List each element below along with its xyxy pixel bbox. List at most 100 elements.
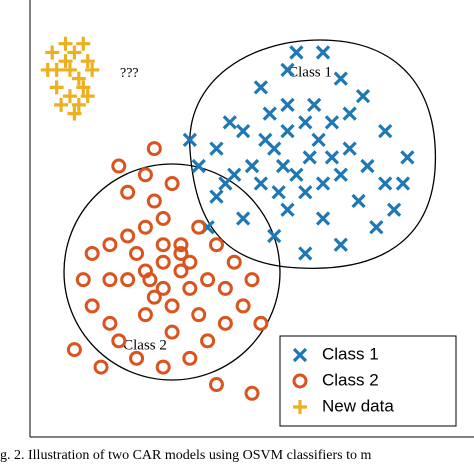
point — [191, 158, 206, 174]
point — [262, 106, 277, 121]
point — [120, 272, 136, 288]
point — [360, 158, 375, 174]
point — [173, 263, 189, 279]
point — [71, 71, 86, 86]
point — [342, 106, 357, 121]
annotation: ??? — [120, 66, 139, 81]
point — [333, 71, 348, 86]
point — [208, 377, 224, 393]
point — [378, 176, 393, 191]
point — [155, 359, 171, 375]
legend-marker — [293, 400, 307, 414]
point — [222, 115, 237, 130]
point — [315, 176, 331, 191]
point — [342, 141, 357, 156]
point — [386, 202, 402, 217]
point — [191, 219, 207, 235]
point — [146, 193, 162, 209]
point — [129, 350, 145, 366]
annotation: Class 1 — [288, 64, 332, 80]
point — [209, 141, 224, 156]
point — [164, 176, 180, 192]
point — [85, 62, 100, 77]
point — [71, 97, 86, 112]
point — [315, 45, 331, 60]
legend-marker — [292, 373, 308, 389]
point — [315, 211, 331, 226]
point — [155, 280, 171, 296]
point — [80, 54, 95, 69]
annotation: Class 2 — [123, 337, 167, 353]
point — [84, 298, 100, 314]
legend — [279, 335, 457, 427]
point — [209, 189, 224, 204]
point — [280, 97, 295, 113]
point — [298, 246, 313, 261]
point — [129, 245, 145, 261]
point — [351, 193, 366, 209]
point — [298, 185, 313, 200]
point — [93, 359, 109, 375]
point — [200, 272, 216, 288]
point — [120, 228, 136, 244]
point — [271, 185, 286, 200]
point — [54, 97, 69, 112]
point — [275, 158, 291, 174]
point — [137, 219, 153, 235]
point — [173, 245, 189, 261]
legend-label: Class 1 — [322, 344, 379, 363]
point — [137, 167, 153, 183]
point — [226, 254, 242, 270]
point — [111, 158, 127, 174]
point — [66, 342, 82, 358]
point — [76, 36, 91, 51]
legend-label: Class 2 — [322, 370, 379, 389]
point — [378, 123, 393, 139]
point — [217, 280, 233, 296]
point — [267, 228, 282, 244]
point — [120, 184, 136, 200]
point — [67, 45, 82, 60]
point — [146, 289, 162, 305]
point — [280, 62, 295, 78]
point — [62, 62, 77, 77]
point — [62, 89, 77, 104]
point — [173, 237, 189, 253]
point — [289, 45, 304, 60]
point — [244, 272, 260, 288]
point — [49, 80, 64, 95]
point — [395, 176, 411, 191]
point — [235, 298, 251, 314]
point — [111, 333, 127, 349]
point — [369, 220, 384, 235]
point — [307, 97, 322, 113]
point — [400, 150, 415, 165]
point — [155, 211, 171, 226]
point — [218, 176, 233, 191]
point — [102, 315, 118, 331]
legend-label: New data — [322, 396, 394, 415]
point — [217, 315, 233, 331]
point — [244, 158, 260, 174]
point — [191, 307, 207, 323]
point — [253, 315, 269, 331]
point — [182, 350, 198, 366]
point — [102, 237, 118, 253]
point — [244, 385, 260, 401]
point — [280, 123, 295, 139]
point — [200, 333, 216, 349]
point — [155, 254, 171, 270]
point — [311, 132, 326, 147]
point — [208, 237, 224, 253]
point — [45, 45, 60, 60]
point — [298, 115, 313, 130]
point — [333, 167, 348, 182]
point — [182, 254, 198, 270]
point — [258, 132, 273, 147]
point — [67, 106, 82, 121]
point — [155, 237, 171, 253]
point — [137, 307, 153, 323]
point — [84, 245, 100, 261]
point — [58, 54, 73, 69]
